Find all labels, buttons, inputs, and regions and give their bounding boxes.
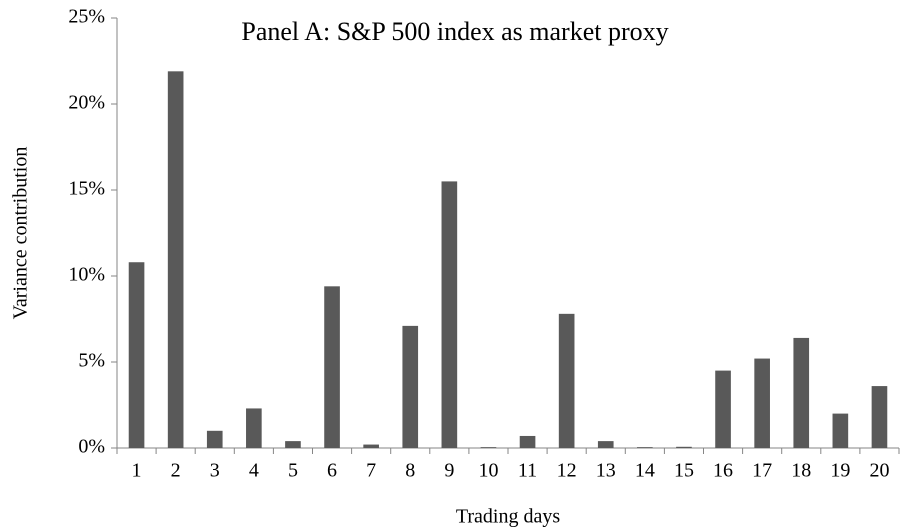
bar xyxy=(558,313,575,448)
x-tick-label: 9 xyxy=(444,460,454,482)
x-tick-label: 12 xyxy=(557,460,577,482)
x-tick-label: 15 xyxy=(674,460,694,482)
x-tick-label: 16 xyxy=(713,460,733,482)
bar xyxy=(206,430,223,448)
y-tick-label: 15% xyxy=(68,178,105,200)
x-tick-label: 13 xyxy=(596,460,616,482)
bar xyxy=(754,358,770,448)
bar xyxy=(402,325,419,448)
y-tick-label: 25% xyxy=(68,6,105,28)
x-tick-label: 7 xyxy=(366,460,376,482)
x-tick-label: 14 xyxy=(635,460,655,482)
chart-title: Panel A: S&P 500 index as market proxy xyxy=(241,17,668,46)
x-tick-label: 8 xyxy=(405,460,415,482)
bar xyxy=(519,435,536,448)
y-tick-label: 5% xyxy=(78,350,105,372)
bar xyxy=(246,408,262,448)
x-tick-label: 6 xyxy=(327,460,337,482)
x-tick-label: 17 xyxy=(752,460,772,482)
x-tick-label: 19 xyxy=(830,460,850,482)
x-tick-label: 4 xyxy=(249,460,259,482)
bar xyxy=(167,71,184,448)
bar xyxy=(441,181,458,448)
bar xyxy=(597,441,614,448)
y-tick-label: 0% xyxy=(78,436,105,458)
bar xyxy=(363,444,379,448)
x-tick-label: 2 xyxy=(171,460,181,482)
y-tick-label: 10% xyxy=(68,264,105,286)
bar xyxy=(676,446,692,448)
x-tick-label: 1 xyxy=(132,460,142,482)
x-tick-label: 11 xyxy=(518,460,537,482)
bar xyxy=(637,447,653,448)
bar xyxy=(715,370,731,448)
bar xyxy=(128,262,145,448)
x-tick-label: 5 xyxy=(288,460,298,482)
bar xyxy=(793,337,810,448)
y-tick-label: 20% xyxy=(68,92,105,114)
x-tick-label: 10 xyxy=(478,460,498,482)
bar xyxy=(871,386,888,448)
bar xyxy=(832,413,849,448)
x-tick-label: 20 xyxy=(869,460,889,482)
x-tick-label: 3 xyxy=(210,460,220,482)
x-axis-label: Trading days xyxy=(456,506,560,528)
y-axis-label: Variance contribution xyxy=(10,147,32,320)
bar xyxy=(324,286,340,448)
bar xyxy=(285,441,301,448)
x-tick-label: 18 xyxy=(791,460,811,482)
bar xyxy=(480,447,497,448)
